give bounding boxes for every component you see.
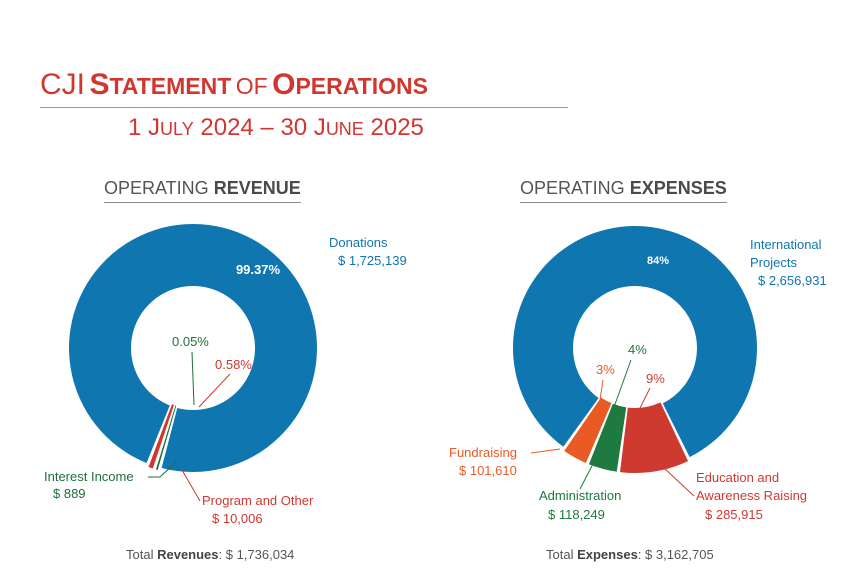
subtitle-part-d: UNE [325, 119, 364, 139]
expenses-total-value: : $ 3,162,705 [637, 547, 714, 562]
revenue-interest-leader [191, 351, 195, 406]
title-prefix: CJI [40, 68, 85, 101]
expenses-education-leader [639, 387, 651, 409]
expenses-education-callout [663, 467, 695, 497]
revenue-program-percent: 0.58% [215, 357, 252, 372]
revenue-total: Total Revenues: $ 1,736,034 [126, 547, 294, 562]
slice-fundraising [564, 397, 612, 463]
expenses-admin-percent: 4% [628, 342, 647, 357]
title-divider [40, 107, 568, 108]
revenue-total-label-bold: Revenues [157, 547, 219, 562]
expenses-fundraising-label: Fundraising [449, 445, 517, 460]
revenue-donations-value: $ 1,725,139 [338, 253, 407, 268]
revenue-program-value: $ 10,006 [212, 511, 263, 526]
expenses-education-label-line2: Awareness Raising [696, 488, 807, 503]
revenue-heading-light: OPERATING [104, 178, 209, 198]
subtitle-part-e: 2025 [363, 114, 424, 141]
slice-international-projects [512, 225, 757, 458]
title-word1-initial: S [89, 68, 110, 101]
expenses-education-label-line1: Education and [696, 470, 779, 485]
expenses-international-label-line2: Projects [750, 255, 797, 270]
revenue-total-value: : $ 1,736,034 [218, 547, 295, 562]
title-of: OF [235, 73, 268, 99]
revenue-program-label: Program and Other [202, 493, 314, 508]
slice-administration [588, 403, 627, 472]
expenses-total: Total Expenses: $ 3,162,705 [546, 547, 714, 562]
slice-program-and-other [148, 404, 175, 469]
expenses-fundraising-percent: 3% [596, 362, 615, 377]
subtitle-part-c: 2024 – 30 J [193, 114, 326, 141]
page-subtitle: 1 JULY 2024 – 30 JUNE 2025 [128, 114, 424, 142]
revenue-interest-value: $ 889 [53, 486, 86, 501]
expenses-international-percent: 84% [647, 255, 669, 267]
expenses-education-percent: 9% [646, 371, 665, 386]
revenue-program-leader [198, 373, 231, 408]
expenses-fundraising-leader [599, 379, 604, 401]
slice-interest-income [155, 405, 177, 470]
slice-donations [68, 223, 317, 472]
expenses-education-value: $ 285,915 [705, 507, 763, 522]
expenses-heading-bold: EXPENSES [629, 178, 727, 198]
expenses-heading-light: OPERATING [520, 178, 625, 198]
expenses-fundraising-value: $ 101,610 [459, 463, 517, 478]
revenue-program-callout [181, 469, 201, 502]
revenue-interest-percent: 0.05% [172, 334, 209, 349]
title-word1-rest: TATEMENT [109, 73, 232, 99]
subtitle-part-a: 1 J [128, 114, 161, 141]
expenses-admin-leader [613, 359, 632, 408]
page-title: CJI STATEMENT OF OPERATIONS [40, 68, 428, 102]
revenue-interest-label: Interest Income [44, 469, 134, 484]
expenses-total-label: Total [546, 547, 574, 562]
title-word2-rest: PERATIONS [295, 73, 428, 99]
expenses-admin-label: Administration [539, 488, 621, 503]
revenue-donations-label: Donations [329, 235, 388, 250]
expenses-admin-value: $ 118,249 [548, 507, 605, 522]
slice-education-and-awareness-raising [620, 402, 689, 473]
expenses-total-label-bold: Expenses [577, 547, 638, 562]
subtitle-part-b: ULY [160, 119, 194, 139]
revenue-heading: OPERATING REVENUE [104, 178, 301, 203]
expenses-heading: OPERATING EXPENSES [520, 178, 727, 203]
expenses-international-label-line1: International [750, 237, 822, 252]
revenue-heading-bold: REVENUE [213, 178, 301, 198]
title-word2-initial: O [272, 68, 296, 101]
expenses-international-value: $ 2,656,931 [758, 273, 827, 288]
expenses-admin-callout [579, 461, 595, 490]
revenue-interest-callout [148, 461, 177, 478]
expenses-fundraising-callout [530, 448, 561, 454]
revenue-total-label: Total [126, 547, 154, 562]
revenue-donations-percent: 99.37% [236, 262, 281, 277]
